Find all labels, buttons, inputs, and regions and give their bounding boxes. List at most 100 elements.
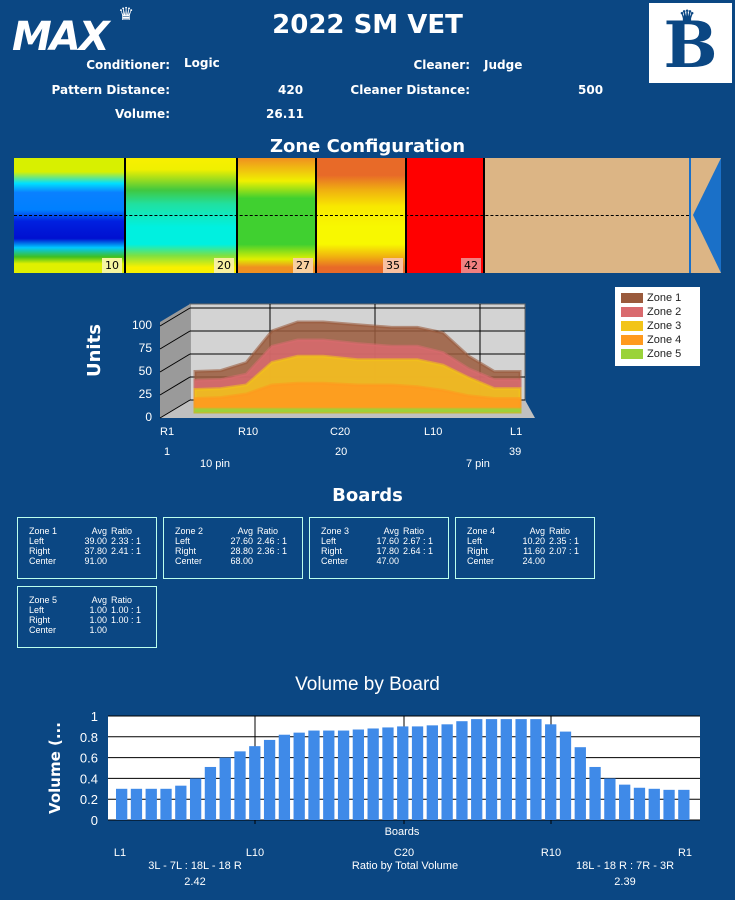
cleaner-distance-value: 500 [578, 83, 604, 97]
stats-row: Center 91.00 [29, 556, 156, 566]
zone-stats-box: Zone 4 Avg Ratio Left 10.20 2.35 : 1 Right 11.6… [455, 517, 595, 579]
bar-board-35 [619, 784, 631, 820]
center-ratio-label: Ratio by Total Volume [351, 860, 459, 872]
stats-cell: 37.80 [84, 546, 107, 556]
stats-cell: Center [175, 556, 203, 566]
bar-board-24 [456, 721, 468, 820]
zone-stats-box: Zone 1 Avg Ratio Left 39.00 2.33 : 1 Right 37.8… [17, 517, 157, 579]
volume-value: 26.11 [266, 107, 304, 121]
stats-cell [107, 556, 149, 566]
stats-row: Right 11.60 2.07 : 1 [467, 546, 594, 556]
board-number: 39 [509, 446, 522, 458]
bar-board-12 [278, 734, 291, 820]
stats-cell: 47.00 [376, 556, 399, 566]
stats-row: Center 24.00 [467, 556, 594, 566]
crown-icon: ♛ [679, 7, 696, 28]
stats-cell: 11.60 [523, 546, 545, 556]
xtick: R10 [541, 847, 561, 859]
units-ylabel: Units [84, 324, 105, 377]
bar-board-7 [204, 766, 217, 820]
stats-cell: 24.00 [522, 556, 545, 566]
bar-board-15 [323, 730, 335, 820]
bar-board-3 [145, 788, 157, 820]
boards-title: Boards [332, 485, 403, 506]
ytick: 0.8 [80, 730, 98, 745]
bar-board-29 [530, 719, 542, 820]
xtick: L10 [246, 847, 264, 859]
stats-row: Zone 4 Avg Ratio [467, 526, 594, 536]
stats-cell: Right [321, 546, 343, 556]
stats-cell: 39.00 [84, 536, 107, 546]
stats-row: Zone 2 Avg Ratio [175, 526, 302, 536]
stats-cell: Right [467, 546, 489, 556]
pin-label: 10 pin [200, 458, 230, 470]
bar-board-5 [175, 785, 187, 820]
legend-item: Zone 1 [621, 291, 694, 305]
legend-swatch [621, 321, 643, 331]
stats-cell: 2.41 : 1 [111, 546, 142, 556]
left-ratio-value: 2.42 [184, 876, 206, 888]
stats-row: Right 1.00 1.00 : 1 [29, 615, 156, 625]
stats-cell: 17.80 [376, 546, 399, 556]
foul-line [689, 158, 691, 273]
stats-cell: Avg [91, 595, 107, 605]
side-wall [160, 304, 190, 418]
bar-board-32 [574, 747, 586, 820]
stats-row: Right 28.80 2.36 : 1 [175, 546, 302, 556]
stats-row: Zone 3 Avg Ratio [321, 526, 448, 536]
stats-cell: Left [321, 536, 337, 546]
gridline [159, 307, 191, 327]
bar-board-36 [633, 787, 646, 820]
page-title: 2022 SM VET [272, 10, 463, 40]
stats-cell: 2.33 : 1 [111, 536, 142, 546]
arrow-icon [693, 158, 721, 273]
pin-label: 7 pin [466, 458, 490, 470]
cleaner-value: Judge [484, 58, 523, 72]
stats-cell: Right [175, 546, 197, 556]
legend-label: Zone 4 [647, 334, 682, 346]
cleaner-distance-label: Cleaner Distance: [350, 83, 470, 97]
bar-board-8 [219, 757, 231, 820]
bar-board-4 [160, 788, 172, 820]
stats-cell: Left [29, 536, 45, 546]
stats-cell: 91.00 [84, 556, 107, 566]
xtick: L1 [510, 426, 523, 438]
zone-configuration-title: Zone Configuration [269, 136, 466, 157]
stats-row: Center 1.00 [29, 625, 156, 635]
stats-cell: Right [29, 546, 51, 556]
stats-row: Left 27.60 2.46 : 1 [175, 536, 302, 546]
right-ratio-value: 2.39 [614, 876, 636, 888]
stats-row: Left 17.60 2.67 : 1 [321, 536, 448, 546]
bar-board-10 [249, 746, 261, 820]
stats-cell: 2.36 : 1 [257, 546, 288, 556]
stats-cell: Zone 3 [321, 526, 350, 536]
bar-board-34 [604, 778, 616, 820]
xtick: L10 [424, 426, 443, 438]
legend-swatch [621, 293, 643, 303]
stats-row: Right 17.80 2.64 : 1 [321, 546, 448, 556]
bar-board-23 [441, 724, 453, 820]
xtick: C20 [330, 426, 351, 438]
stats-row: Center 47.00 [321, 556, 448, 566]
zone-stats-box: Zone 2 Avg Ratio Left 27.60 2.46 : 1 Right 28.8… [163, 517, 303, 579]
bar-board-19 [382, 727, 394, 820]
stats-cell: Center [467, 556, 495, 566]
stats-cell: Ratio [403, 526, 425, 536]
cleaner-label: Cleaner: [413, 58, 470, 72]
area-zone-5 [193, 407, 522, 414]
stats-cell: Avg [529, 526, 545, 536]
stats-row: Zone 1 Avg Ratio [29, 526, 156, 536]
volume-label: Volume: [115, 107, 170, 121]
stats-cell: Ratio [549, 526, 571, 536]
zone-configuration-bar: 10 20 27 35 42 [14, 158, 721, 273]
ytick: 75 [139, 341, 153, 355]
legend-label: Zone 1 [647, 292, 682, 304]
bar-board-14 [308, 730, 320, 820]
bar-board-30 [545, 724, 557, 820]
bar-board-31 [559, 731, 572, 820]
stats-cell: Center [29, 625, 57, 635]
stats-cell: 1.00 [89, 605, 107, 615]
ytick: 100 [132, 318, 152, 332]
bar-board-37 [648, 788, 660, 820]
bar-board-9 [234, 751, 246, 820]
